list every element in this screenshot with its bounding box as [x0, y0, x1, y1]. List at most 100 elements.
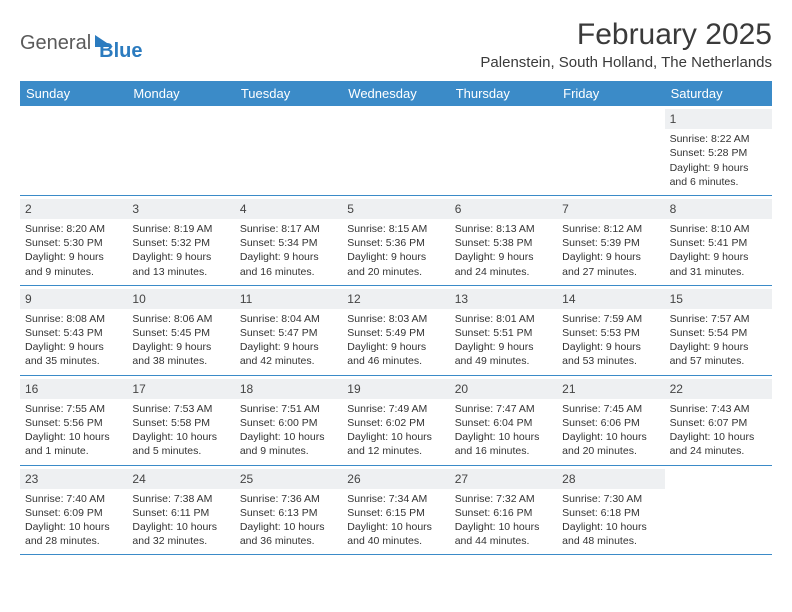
- sunset-line: Sunset: 6:09 PM: [25, 506, 122, 520]
- sunset-line: Sunset: 5:36 PM: [347, 236, 444, 250]
- day-number: 10: [127, 289, 234, 309]
- week-row: 2Sunrise: 8:20 AMSunset: 5:30 PMDaylight…: [20, 196, 772, 286]
- daylight-line: Daylight: 9 hours and 31 minutes.: [670, 250, 767, 278]
- daylight-line: Daylight: 9 hours and 13 minutes.: [132, 250, 229, 278]
- day-number: 13: [450, 289, 557, 309]
- day-cell: 19Sunrise: 7:49 AMSunset: 6:02 PMDayligh…: [342, 376, 449, 465]
- sunrise-line: Sunrise: 7:43 AM: [670, 402, 767, 416]
- sunrise-line: Sunrise: 8:08 AM: [25, 312, 122, 326]
- sunset-line: Sunset: 5:38 PM: [455, 236, 552, 250]
- daylight-line: Daylight: 9 hours and 53 minutes.: [562, 340, 659, 368]
- day-header-row: SundayMondayTuesdayWednesdayThursdayFrid…: [20, 81, 772, 106]
- sunrise-line: Sunrise: 7:32 AM: [455, 492, 552, 506]
- day-cell: 8 Sunrise: 8:10 AMSunset: 5:41 PMDaylight…: [665, 196, 772, 285]
- day-number: 21: [557, 379, 664, 399]
- week-row: 23Sunrise: 7:40 AMSunset: 6:09 PMDayligh…: [20, 466, 772, 556]
- month-title: February 2025: [480, 18, 772, 52]
- day-cell: 6Sunrise: 8:13 AMSunset: 5:38 PMDaylight…: [450, 196, 557, 285]
- day-cell: 11Sunrise: 8:04 AMSunset: 5:47 PMDayligh…: [235, 286, 342, 375]
- day-cell: 15Sunrise: 7:57 AMSunset: 5:54 PMDayligh…: [665, 286, 772, 375]
- daylight-line: Daylight: 9 hours and 49 minutes.: [455, 340, 552, 368]
- daylight-line: Daylight: 10 hours and 1 minute.: [25, 430, 122, 458]
- sunset-line: Sunset: 5:54 PM: [670, 326, 767, 340]
- sunset-line: Sunset: 6:00 PM: [240, 416, 337, 430]
- day-cell: 20Sunrise: 7:47 AMSunset: 6:04 PMDayligh…: [450, 376, 557, 465]
- sunrise-line: Sunrise: 8:12 AM: [562, 222, 659, 236]
- sunset-line: Sunset: 5:28 PM: [670, 146, 767, 160]
- day-cell: 4Sunrise: 8:17 AMSunset: 5:34 PMDaylight…: [235, 196, 342, 285]
- daylight-line: Daylight: 10 hours and 20 minutes.: [562, 430, 659, 458]
- sunrise-line: Sunrise: 8:19 AM: [132, 222, 229, 236]
- sunrise-line: Sunrise: 7:51 AM: [240, 402, 337, 416]
- day-cell: 22Sunrise: 7:43 AMSunset: 6:07 PMDayligh…: [665, 376, 772, 465]
- day-header-cell: Friday: [557, 81, 664, 106]
- logo-text-blue: Blue: [99, 40, 142, 63]
- header: General Blue February 2025 Palenstein, S…: [20, 18, 772, 71]
- daylight-line: Daylight: 9 hours and 24 minutes.: [455, 250, 552, 278]
- sunrise-line: Sunrise: 8:01 AM: [455, 312, 552, 326]
- week-row: 1Sunrise: 8:22 AMSunset: 5:28 PMDaylight…: [20, 106, 772, 196]
- sunset-line: Sunset: 5:34 PM: [240, 236, 337, 250]
- daylight-line: Daylight: 9 hours and 9 minutes.: [25, 250, 122, 278]
- day-cell: 10Sunrise: 8:06 AMSunset: 5:45 PMDayligh…: [127, 286, 234, 375]
- sunrise-line: Sunrise: 8:03 AM: [347, 312, 444, 326]
- daylight-line: Daylight: 10 hours and 28 minutes.: [25, 520, 122, 548]
- day-number: 8: [665, 199, 772, 219]
- day-number: 5: [342, 199, 449, 219]
- sunrise-line: Sunrise: 7:57 AM: [670, 312, 767, 326]
- day-number: 7: [557, 199, 664, 219]
- sunrise-line: Sunrise: 8:20 AM: [25, 222, 122, 236]
- daylight-line: Daylight: 10 hours and 48 minutes.: [562, 520, 659, 548]
- sunset-line: Sunset: 6:11 PM: [132, 506, 229, 520]
- week-row: 9Sunrise: 8:08 AMSunset: 5:43 PMDaylight…: [20, 286, 772, 376]
- sunrise-line: Sunrise: 8:10 AM: [670, 222, 767, 236]
- daylight-line: Daylight: 9 hours and 20 minutes.: [347, 250, 444, 278]
- day-header-cell: Thursday: [450, 81, 557, 106]
- day-number: 1: [665, 109, 772, 129]
- daylight-line: Daylight: 10 hours and 44 minutes.: [455, 520, 552, 548]
- sunrise-line: Sunrise: 8:13 AM: [455, 222, 552, 236]
- daylight-line: Daylight: 9 hours and 57 minutes.: [670, 340, 767, 368]
- daylight-line: Daylight: 9 hours and 42 minutes.: [240, 340, 337, 368]
- day-number: 24: [127, 469, 234, 489]
- day-header-cell: Saturday: [665, 81, 772, 106]
- sunset-line: Sunset: 5:43 PM: [25, 326, 122, 340]
- sunset-line: Sunset: 5:30 PM: [25, 236, 122, 250]
- daylight-line: Daylight: 10 hours and 9 minutes.: [240, 430, 337, 458]
- day-number: 2: [20, 199, 127, 219]
- sunset-line: Sunset: 6:15 PM: [347, 506, 444, 520]
- sunset-line: Sunset: 6:16 PM: [455, 506, 552, 520]
- day-number: 23: [20, 469, 127, 489]
- sunrise-line: Sunrise: 8:06 AM: [132, 312, 229, 326]
- day-header-cell: Sunday: [20, 81, 127, 106]
- sunset-line: Sunset: 6:06 PM: [562, 416, 659, 430]
- sunset-line: Sunset: 5:51 PM: [455, 326, 552, 340]
- daylight-line: Daylight: 9 hours and 27 minutes.: [562, 250, 659, 278]
- logo-text-general: General: [20, 32, 91, 55]
- sunset-line: Sunset: 5:49 PM: [347, 326, 444, 340]
- sunset-line: Sunset: 5:56 PM: [25, 416, 122, 430]
- day-cell: 3Sunrise: 8:19 AMSunset: 5:32 PMDaylight…: [127, 196, 234, 285]
- day-number: 14: [557, 289, 664, 309]
- location-subtitle: Palenstein, South Holland, The Netherlan…: [480, 54, 772, 71]
- daylight-line: Daylight: 10 hours and 24 minutes.: [670, 430, 767, 458]
- day-number: 19: [342, 379, 449, 399]
- logo: General Blue: [20, 18, 143, 63]
- empty-cell: [20, 106, 127, 195]
- day-cell: 18Sunrise: 7:51 AMSunset: 6:00 PMDayligh…: [235, 376, 342, 465]
- sunset-line: Sunset: 6:18 PM: [562, 506, 659, 520]
- day-number: 27: [450, 469, 557, 489]
- day-cell: 5Sunrise: 8:15 AMSunset: 5:36 PMDaylight…: [342, 196, 449, 285]
- day-number: 20: [450, 379, 557, 399]
- sunrise-line: Sunrise: 7:45 AM: [562, 402, 659, 416]
- sunrise-line: Sunrise: 7:59 AM: [562, 312, 659, 326]
- daylight-line: Daylight: 10 hours and 12 minutes.: [347, 430, 444, 458]
- day-cell: 24Sunrise: 7:38 AMSunset: 6:11 PMDayligh…: [127, 466, 234, 555]
- sunset-line: Sunset: 5:41 PM: [670, 236, 767, 250]
- day-number: 25: [235, 469, 342, 489]
- day-cell: 16Sunrise: 7:55 AMSunset: 5:56 PMDayligh…: [20, 376, 127, 465]
- daylight-line: Daylight: 9 hours and 16 minutes.: [240, 250, 337, 278]
- sunset-line: Sunset: 5:58 PM: [132, 416, 229, 430]
- week-row: 16Sunrise: 7:55 AMSunset: 5:56 PMDayligh…: [20, 376, 772, 466]
- day-cell: 9Sunrise: 8:08 AMSunset: 5:43 PMDaylight…: [20, 286, 127, 375]
